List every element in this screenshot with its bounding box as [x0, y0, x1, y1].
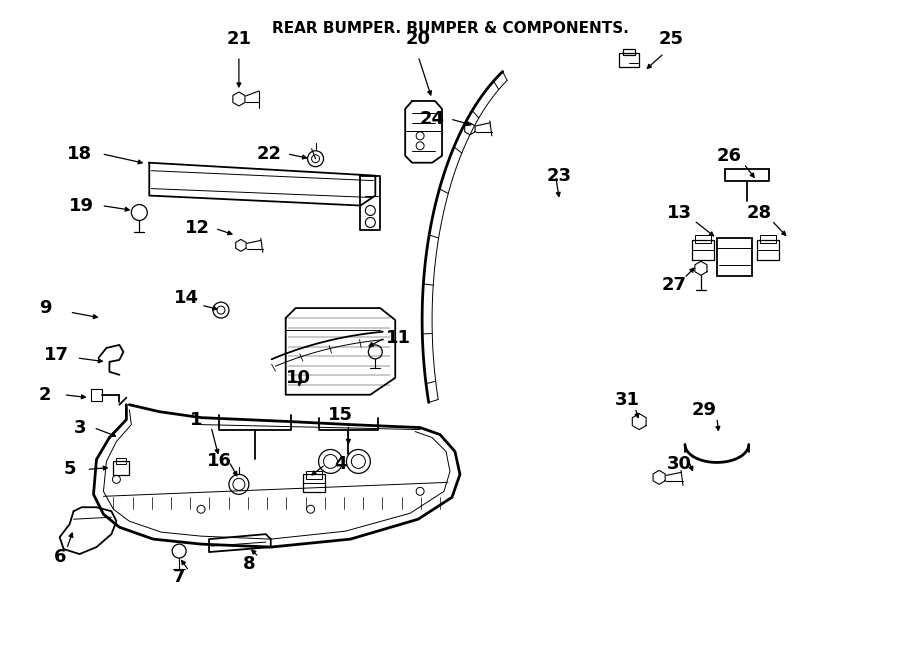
Text: 3: 3	[73, 418, 86, 436]
Text: 7: 7	[173, 568, 185, 586]
Bar	[91, 389, 103, 401]
Text: 28: 28	[746, 204, 771, 223]
Text: 12: 12	[184, 219, 210, 237]
Text: 8: 8	[242, 555, 256, 573]
Text: 11: 11	[386, 329, 410, 347]
Bar	[760, 235, 776, 243]
Text: 22: 22	[256, 145, 282, 163]
Text: 5: 5	[63, 461, 76, 479]
Text: 20: 20	[406, 30, 430, 48]
Text: 15: 15	[328, 406, 353, 424]
Text: 14: 14	[174, 289, 199, 307]
Text: 13: 13	[667, 204, 691, 223]
Bar	[302, 475, 325, 492]
Text: 21: 21	[227, 30, 251, 48]
Text: 17: 17	[44, 346, 69, 364]
Text: 18: 18	[67, 145, 92, 163]
Text: 29: 29	[691, 401, 716, 418]
Text: 2: 2	[39, 386, 51, 404]
Text: 16: 16	[206, 452, 231, 471]
Text: 26: 26	[716, 147, 742, 165]
Text: 27: 27	[662, 276, 687, 294]
Bar	[717, 239, 752, 276]
Text: 25: 25	[659, 30, 684, 48]
Text: 9: 9	[40, 299, 52, 317]
Bar	[306, 471, 321, 479]
Text: REAR BUMPER. BUMPER & COMPONENTS.: REAR BUMPER. BUMPER & COMPONENTS.	[272, 21, 628, 36]
Text: 4: 4	[334, 455, 346, 473]
Bar	[624, 49, 635, 55]
Text: 6: 6	[53, 548, 66, 566]
Text: 19: 19	[69, 196, 94, 215]
Text: 10: 10	[286, 369, 311, 387]
Bar	[695, 235, 711, 243]
Text: 31: 31	[615, 391, 640, 408]
Text: 24: 24	[419, 110, 445, 128]
Bar	[692, 241, 714, 260]
Text: 23: 23	[547, 167, 572, 184]
Bar	[757, 241, 778, 260]
Text: 30: 30	[667, 455, 691, 473]
Bar	[116, 459, 126, 465]
Text: 1: 1	[190, 410, 203, 428]
Bar	[619, 53, 639, 67]
Bar	[113, 461, 130, 475]
